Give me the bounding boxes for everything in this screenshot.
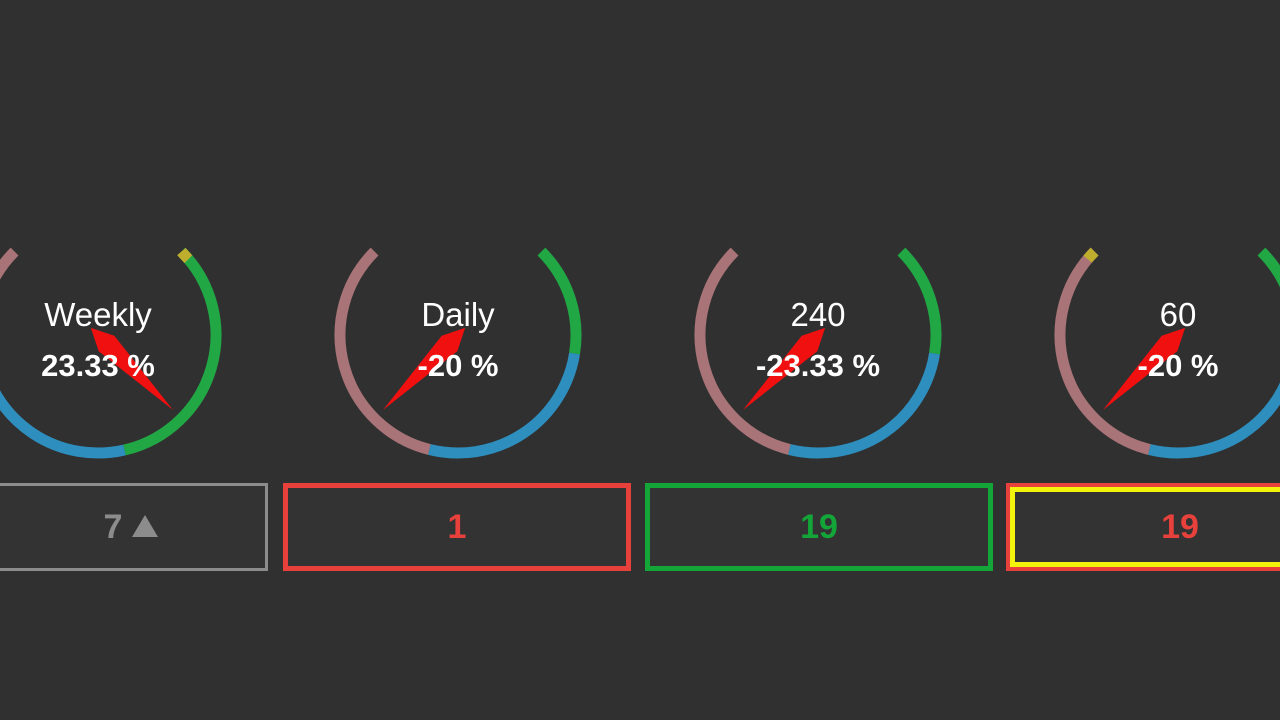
gauge-arc-mauve: [1054, 247, 1151, 455]
gauge-arc-mauve: [694, 247, 791, 455]
gauge-arc-green: [897, 247, 942, 355]
gauge-arc-blue: [788, 352, 940, 459]
stat-box-3[interactable]: 19: [645, 483, 993, 571]
stat-box-content: 19: [800, 510, 838, 544]
stat-box-inner: 1: [288, 488, 626, 566]
gauge-arc-end-cap: [1083, 247, 1099, 263]
gauge-arc-blue: [0, 390, 126, 459]
stat-box-value: 19: [1161, 508, 1199, 546]
gauge-240[interactable]: 240 -23.33 %: [693, 210, 943, 460]
gauge-needle: [743, 327, 826, 410]
gauge-arc-green: [123, 247, 222, 456]
gauge-arc-mauve: [0, 247, 19, 280]
stat-box-row: 7 1 19 19: [0, 483, 1280, 573]
gauge-weekly[interactable]: Weekly 23.33 %: [0, 210, 223, 460]
gauge-arc-green: [1257, 247, 1280, 288]
gauge-needle: [1103, 327, 1186, 410]
stat-box-content: 1: [448, 510, 467, 544]
gauge-arc-blue: [1148, 382, 1280, 459]
stat-box-content: 7: [104, 510, 159, 544]
stat-box-inner: 19: [650, 488, 988, 566]
stat-box-inner: 7: [0, 486, 265, 568]
stat-box-value: 7: [103, 508, 123, 546]
gauge-arc-mauve: [334, 247, 431, 455]
stat-box-content: 19: [1161, 510, 1199, 544]
gauge-row: Weekly 23.33 % Daily -20 % 240 -23.33 % 60 -20 …: [0, 210, 1280, 460]
gauge-60[interactable]: 60 -20 %: [1053, 210, 1280, 460]
stat-box-2[interactable]: 1: [283, 483, 631, 571]
stat-box-value: 1: [447, 508, 467, 546]
gauge-arc-end-cap: [177, 247, 193, 264]
stat-box-value: 19: [800, 508, 838, 546]
gauge-arc-green: [537, 247, 582, 355]
stat-box-1[interactable]: 7: [0, 483, 268, 571]
stat-box-inner: 19: [1010, 487, 1280, 567]
gauge-needle: [383, 327, 466, 410]
gauge-daily[interactable]: Daily -20 %: [333, 210, 583, 460]
gauge-needle: [90, 327, 173, 410]
gauge-arc-blue: [428, 352, 580, 459]
triangle-up-icon: [132, 515, 159, 537]
stat-box-4[interactable]: 19: [1006, 483, 1280, 571]
